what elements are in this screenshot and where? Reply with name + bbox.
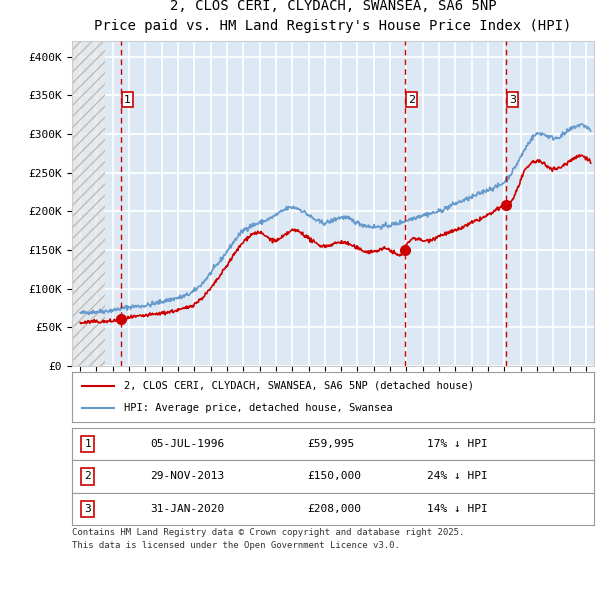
Text: 14% ↓ HPI: 14% ↓ HPI — [427, 504, 488, 514]
Text: 31-JAN-2020: 31-JAN-2020 — [151, 504, 224, 514]
Text: 1: 1 — [84, 439, 91, 449]
Text: 3: 3 — [509, 95, 516, 104]
Text: 2: 2 — [84, 471, 91, 481]
Text: £150,000: £150,000 — [307, 471, 361, 481]
Text: 3: 3 — [84, 504, 91, 514]
Text: 05-JUL-1996: 05-JUL-1996 — [151, 439, 224, 449]
Text: £59,995: £59,995 — [307, 439, 354, 449]
Text: 2, CLOS CERI, CLYDACH, SWANSEA, SA6 5NP (detached house): 2, CLOS CERI, CLYDACH, SWANSEA, SA6 5NP … — [124, 381, 474, 391]
Text: 17% ↓ HPI: 17% ↓ HPI — [427, 439, 488, 449]
Text: HPI: Average price, detached house, Swansea: HPI: Average price, detached house, Swan… — [124, 403, 393, 413]
Text: 1: 1 — [124, 95, 131, 104]
Bar — [72, 41, 104, 366]
Title: 2, CLOS CERI, CLYDACH, SWANSEA, SA6 5NP
Price paid vs. HM Land Registry's House : 2, CLOS CERI, CLYDACH, SWANSEA, SA6 5NP … — [94, 0, 572, 33]
Text: £208,000: £208,000 — [307, 504, 361, 514]
Text: 2: 2 — [408, 95, 415, 104]
Text: 29-NOV-2013: 29-NOV-2013 — [151, 471, 224, 481]
Text: 24% ↓ HPI: 24% ↓ HPI — [427, 471, 488, 481]
Text: Contains HM Land Registry data © Crown copyright and database right 2025.
This d: Contains HM Land Registry data © Crown c… — [72, 528, 464, 549]
